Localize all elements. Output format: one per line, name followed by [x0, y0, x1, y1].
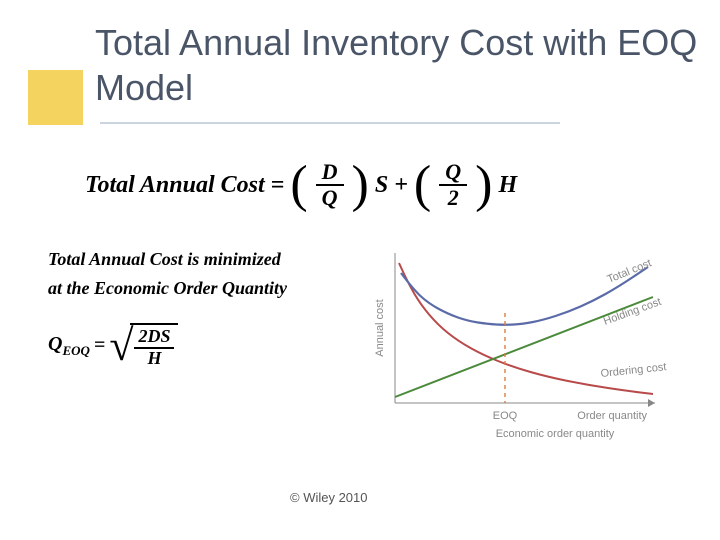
svg-text:Order quantity: Order quantity	[577, 410, 647, 422]
paren-right-1: )	[352, 164, 369, 206]
paren-right-2: )	[475, 164, 492, 206]
copyright-text: © Wiley 2010	[290, 490, 368, 505]
paren-left-1: (	[290, 164, 307, 206]
eoq-eq: =	[94, 334, 105, 357]
frac2-den: 2	[442, 186, 465, 210]
formula-eq: =	[271, 172, 285, 199]
chart-svg: Total cost Holding cost Ordering cost Annua…	[353, 245, 673, 455]
note-text: Total Annual Cost is minimized at the Ec…	[48, 245, 328, 303]
term2-multiplier: H	[498, 172, 517, 199]
sqrt-den: H	[143, 349, 165, 369]
paren-left-2: (	[414, 164, 431, 206]
formula-plus: +	[394, 172, 408, 199]
eoq-symbol: QEOQ	[48, 333, 90, 359]
formula-total-annual-cost: Total Annual Cost = ( D Q ) S + ( Q 2 ) …	[85, 160, 720, 210]
term1-multiplier: S	[375, 172, 388, 199]
svg-text:Ordering cost: Ordering cost	[600, 362, 667, 381]
svg-text:Holding cost: Holding cost	[602, 296, 663, 328]
sqrt-expression: √ 2DS H	[109, 323, 178, 369]
eoq-chart: Total cost Holding cost Ordering cost Annua…	[353, 245, 673, 455]
svg-text:Total cost: Total cost	[606, 258, 654, 287]
note-line2: at the Economic Order Quantity	[48, 274, 328, 303]
svg-text:EOQ: EOQ	[493, 410, 518, 422]
fraction-q-over-2: Q 2	[439, 160, 467, 210]
accent-underline	[100, 122, 560, 124]
svg-text:Economic order quantity: Economic order quantity	[496, 428, 615, 440]
formula-lhs: Total Annual Cost	[85, 172, 265, 199]
left-column: Total Annual Cost is minimized at the Ec…	[48, 245, 328, 455]
frac2-num: Q	[439, 160, 467, 186]
lower-content: Total Annual Cost is minimized at the Ec…	[0, 245, 720, 455]
note-line1: Total Annual Cost is minimized	[48, 245, 328, 274]
fraction-d-over-q: D Q	[316, 160, 344, 210]
slide-title: Total Annual Inventory Cost with EOQ Mod…	[0, 20, 720, 110]
formula-eoq: QEOQ = √ 2DS H	[48, 323, 328, 369]
svg-text:Annual cost: Annual cost	[374, 300, 386, 357]
frac1-den: Q	[316, 186, 344, 210]
title-area: Total Annual Inventory Cost with EOQ Mod…	[0, 0, 720, 120]
frac1-num: D	[316, 160, 344, 186]
sqrt-num: 2DS	[134, 327, 174, 349]
sqrt-body: 2DS H	[130, 323, 178, 369]
